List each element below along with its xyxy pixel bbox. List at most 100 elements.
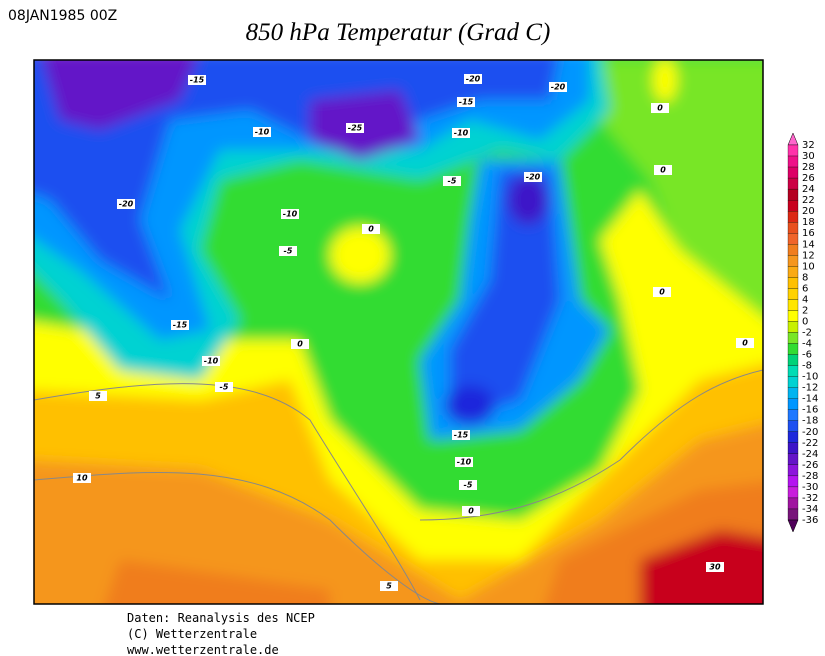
- contour-label: 30: [709, 563, 721, 572]
- colorbar-segment: [787, 464, 799, 477]
- contour-label-box: [117, 199, 135, 209]
- colorbar-segment: [787, 409, 799, 421]
- contour-label-box: [459, 480, 477, 490]
- contour-label-box: [89, 391, 107, 401]
- map-frame: [33, 59, 764, 605]
- colorbar-label: -14: [802, 394, 818, 405]
- contour-label: 5: [386, 582, 392, 591]
- footer-line: www.wetterzentrale.de: [127, 643, 279, 656]
- contour-label-box: [457, 97, 475, 107]
- contour-label: -20: [526, 173, 541, 182]
- contour-label-box: [452, 430, 470, 440]
- contour-label-box: [346, 123, 364, 133]
- colorbar-label: -36: [802, 515, 818, 526]
- contour-label: 0: [742, 339, 748, 348]
- colorbar-label: 4: [802, 294, 808, 305]
- colorbar-segment: [787, 144, 799, 157]
- colorbar-segment: [787, 222, 799, 234]
- contour-label: -15: [459, 98, 474, 107]
- colorbar-label: 10: [802, 261, 815, 272]
- colorbar-label: -12: [802, 383, 818, 394]
- colorbar-segment: [787, 343, 799, 355]
- colorbar-label: -34: [802, 504, 818, 515]
- contour-label: 0: [660, 166, 666, 175]
- colorbar-label: 26: [802, 173, 815, 184]
- contour-label-box: [455, 457, 473, 467]
- colorbar-label: 22: [802, 195, 815, 206]
- colorbar-label: -16: [802, 405, 818, 416]
- contour-label-box: [362, 224, 380, 234]
- contour-label: -25: [348, 124, 363, 133]
- contour-label-box: [452, 128, 470, 138]
- temperature-field: [34, 60, 763, 604]
- contour-label: -15: [173, 321, 188, 330]
- colorbar-segment: [787, 376, 799, 388]
- colorbar-label: 32: [802, 140, 815, 151]
- colorbar-label: 18: [802, 217, 815, 228]
- colorbar-segment: [787, 321, 799, 333]
- colorbar-segment: [787, 332, 799, 344]
- colorbar-segment: [787, 497, 799, 510]
- colorbar-segment: [787, 166, 799, 179]
- colorbar-segment: [787, 255, 799, 267]
- colorbar-segment: [787, 431, 799, 443]
- contour-label-box: [464, 74, 482, 84]
- colorbar-arrow: [787, 519, 799, 533]
- colorbar-label: -20: [802, 427, 818, 438]
- contour-label: 0: [659, 288, 665, 297]
- colorbar-label: 12: [802, 250, 815, 261]
- colorbar-segment: [787, 211, 799, 223]
- colorbar-label: 16: [802, 228, 815, 239]
- contour-label: 0: [468, 507, 474, 516]
- colorbar-segment: [787, 508, 799, 521]
- colorbar-label: -2: [802, 328, 812, 339]
- colorbar-segment: [787, 177, 799, 190]
- contour-label: -10: [204, 357, 219, 366]
- contour-label-box: [706, 562, 724, 572]
- colorbar-segment: [787, 155, 799, 168]
- colorbar-segment: [787, 199, 799, 212]
- colorbar-label: -8: [802, 361, 812, 372]
- colorbar-label: -28: [802, 471, 818, 482]
- map-title: 850 hPa Temperatur (Grad C): [246, 19, 551, 46]
- colorbar-segment: [787, 266, 799, 278]
- colorbar-segment: [787, 299, 799, 311]
- colorbar-label: -18: [802, 416, 818, 427]
- contour-label-box: [524, 172, 542, 182]
- contour-label: 10: [76, 474, 88, 483]
- colorbar-segment: [787, 365, 799, 377]
- colorbar-label: 0: [802, 316, 808, 327]
- contour-label: 0: [297, 340, 303, 349]
- contour-label: -20: [466, 75, 481, 84]
- contour-label-box: [443, 176, 461, 186]
- contour-label-box: [291, 339, 309, 349]
- footer-line: Daten: Reanalysis des NCEP: [127, 611, 315, 625]
- colorbar-segment: [787, 442, 799, 454]
- contour-label-box: [462, 506, 480, 516]
- contour-label: 0: [657, 104, 663, 113]
- colorbar-segment: [787, 486, 799, 499]
- colorbar-segment: [787, 244, 799, 256]
- colorbar-segment: [787, 354, 799, 366]
- contour-label-box: [380, 581, 398, 591]
- colorbar-arrow: [787, 132, 799, 146]
- contour-label: -10: [283, 210, 298, 219]
- contour-label: -20: [119, 200, 134, 209]
- colorbar-label: 14: [802, 239, 815, 250]
- contour-label: 0: [368, 225, 374, 234]
- colorbar-segment: [787, 288, 799, 300]
- colorbar-segment: [787, 188, 799, 201]
- contour-label-box: [202, 356, 220, 366]
- contour-label-box: [653, 287, 671, 297]
- colorbar-label: -26: [802, 460, 818, 471]
- contour-label-box: [651, 103, 669, 113]
- colorbar-label: -32: [802, 493, 818, 504]
- contour-label-box: [73, 473, 91, 483]
- contour-label-box: [215, 382, 233, 392]
- colorbar-segment: [787, 475, 799, 488]
- contour-label-box: [281, 209, 299, 219]
- colorbar-label: -10: [802, 372, 818, 383]
- colorbar-segment: [787, 398, 799, 410]
- contour-label: -20: [551, 83, 566, 92]
